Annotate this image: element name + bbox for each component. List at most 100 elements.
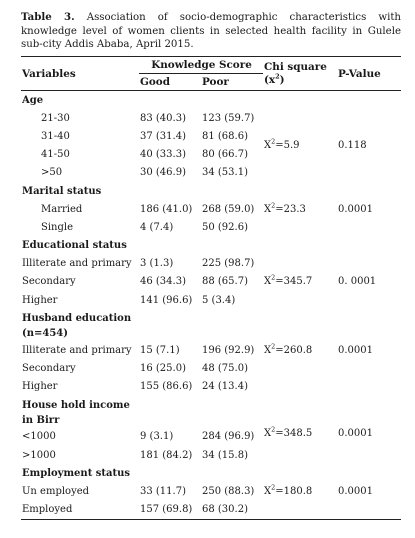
table-label: Table 3. (21, 11, 75, 23)
cell-poor: 284 (96.9) (202, 431, 255, 443)
cell-poor: 81 (68.6) (202, 130, 248, 142)
table-row: 41-50 40 (33.3) 80 (66.7) (21, 146, 401, 164)
table-row: 21-30 83 (40.3) 123 (59.7) X2=5.9 0.118 (21, 109, 401, 151)
cell-chi-square: X2=23.3 (264, 201, 306, 215)
cell-poor: 225 (98.7) (202, 258, 255, 270)
cell-good: 83 (40.3) (140, 112, 186, 124)
cell-poor: 80 (66.7) (202, 149, 248, 161)
cell-good: 33 (11.7) (140, 485, 186, 497)
cell-poor: 24 (13.4) (202, 381, 248, 393)
section-age: Age (21, 91, 401, 110)
table-row: Illiterate and primary 15 (7.1) 196 (92.… (21, 341, 401, 359)
cell-poor: 250 (88.3) (202, 485, 255, 497)
cell-good: 16 (25.0) (140, 363, 186, 375)
header-row-1: Variables Knowledge Score Chi square (x2)… (21, 56, 401, 91)
row-label: >50 (41, 167, 63, 179)
cell-chi-square: X2=260.8 (264, 342, 313, 356)
row-label: Un employed (22, 485, 90, 497)
section-title: House hold income in Birr (22, 399, 130, 426)
header-row-2: Good Poor (21, 73, 401, 91)
cell-poor: 68 (30.2) (202, 504, 248, 516)
header-poor: Poor (201, 73, 263, 91)
cell-poor: 50 (92.6) (202, 221, 248, 233)
header-variables: Variables (21, 56, 139, 91)
cell-good: 46 (34.3) (140, 276, 186, 288)
row-label: 21-30 (41, 112, 70, 124)
section-household-income: House hold income in Birr (21, 396, 401, 428)
cell-p-value: 0.0001 (338, 344, 373, 356)
row-label: >1000 (22, 449, 56, 461)
section-title: Marital status (22, 185, 102, 197)
cell-chi-square: X2=180.8 (264, 483, 313, 497)
section-marital-status: Marital status (21, 182, 401, 200)
cell-poor: 123 (59.7) (202, 112, 255, 124)
cell-good: 4 (7.4) (140, 221, 174, 233)
table-caption: Table 3. Association of socio-demographi… (21, 11, 401, 52)
header-p-value: P-Value (337, 56, 401, 91)
cell-poor: 5 (3.4) (202, 294, 236, 306)
row-label: Illiterate and primary (22, 344, 132, 356)
row-label: Single (41, 221, 74, 233)
cell-p-value: 0.0001 (338, 485, 373, 497)
row-label: <1000 (22, 431, 56, 443)
header-chi-square-label: Chi square (264, 60, 327, 73)
table-row: Secondary 16 (25.0) 48 (75.0) (21, 359, 401, 377)
section-husband-education: Husband education (n=454) (21, 309, 401, 341)
table-row: Married 186 (41.0) 268 (59.0) X2=23.3 0.… (21, 200, 401, 218)
association-table: Variables Knowledge Score Chi square (x2)… (21, 56, 401, 520)
cell-good: 155 (86.6) (140, 381, 193, 393)
cell-good: 186 (41.0) (140, 203, 193, 215)
cell-good: 181 (84.2) (140, 449, 193, 461)
row-label: Secondary (22, 363, 76, 375)
row-label: Illiterate and primary (22, 258, 132, 270)
table-row: >1000 181 (84.2) 34 (15.8) (21, 446, 401, 464)
table-row: <1000 9 (3.1) 284 (96.9) X2=348.5 0.0001 (21, 426, 401, 446)
cell-good: 9 (3.1) (140, 431, 174, 443)
header-knowledge-score: Knowledge Score (139, 56, 263, 74)
cell-good: 40 (33.3) (140, 149, 186, 161)
table-row: Higher 141 (96.6) 5 (3.4) (21, 291, 401, 309)
cell-chi-square: X2=5.9 (264, 137, 300, 152)
cell-p-value: 0.0001 (338, 427, 373, 439)
table-row: Un employed 33 (11.7) 250 (88.3) X2=180.… (21, 482, 401, 500)
table-row: Secondary 46 (34.3) 88 (65.7) (21, 273, 401, 291)
row-label: Higher (22, 294, 58, 306)
header-good: Good (139, 73, 201, 91)
cell-poor: 88 (65.7) (202, 276, 248, 288)
cell-good: 30 (46.9) (140, 167, 186, 179)
section-title: Educational status (22, 240, 127, 252)
table-row: Illiterate and primary 3 (1.3) 225 (98.7… (21, 255, 401, 287)
row-label: 41-50 (41, 149, 70, 161)
section-title: Employment status (22, 467, 131, 479)
cell-p-value: 0.0001 (338, 203, 373, 215)
row-label: Married (41, 203, 83, 215)
section-educational-status: Educational status (21, 237, 401, 255)
section-title: Age (22, 94, 44, 106)
section-employment-status: Employment status (21, 464, 401, 482)
header-chi-unit: (x2) (264, 72, 285, 86)
cell-poor: 34 (15.8) (202, 449, 248, 461)
row-label: 31-40 (41, 130, 70, 142)
cell-poor: 34 (53.1) (202, 167, 248, 179)
row-label: Secondary (22, 276, 76, 288)
cell-good: 37 (31.4) (140, 130, 186, 142)
cell-good: 141 (96.6) (140, 294, 193, 306)
cell-poor: 268 (59.0) (202, 203, 255, 215)
cell-poor: 196 (92.9) (202, 344, 255, 356)
cell-good: 157 (69.8) (140, 504, 193, 516)
cell-p-value: 0. 0001 (338, 276, 377, 288)
section-title: Husband education (n=454) (22, 313, 132, 340)
table-row: >50 30 (46.9) 34 (53.1) (21, 164, 401, 182)
cell-p-value: 0.118 (338, 140, 367, 152)
cell-good: 3 (1.3) (140, 258, 174, 270)
cell-chi-square: X2=345.7 (264, 274, 313, 288)
cell-chi-square: X2=348.5 (264, 425, 313, 439)
caption-text: Association of socio-demographic charact… (21, 12, 401, 50)
row-label: Employed (22, 504, 73, 516)
table-row: Higher 155 (86.6) 24 (13.4) (21, 378, 401, 396)
table-row: Employed 157 (69.8) 68 (30.2) (21, 501, 401, 520)
cell-poor: 48 (75.0) (202, 363, 248, 375)
table-row: 31-40 37 (31.4) 81 (68.6) (21, 127, 401, 145)
row-label: Higher (22, 381, 58, 393)
cell-good: 15 (7.1) (140, 344, 180, 356)
